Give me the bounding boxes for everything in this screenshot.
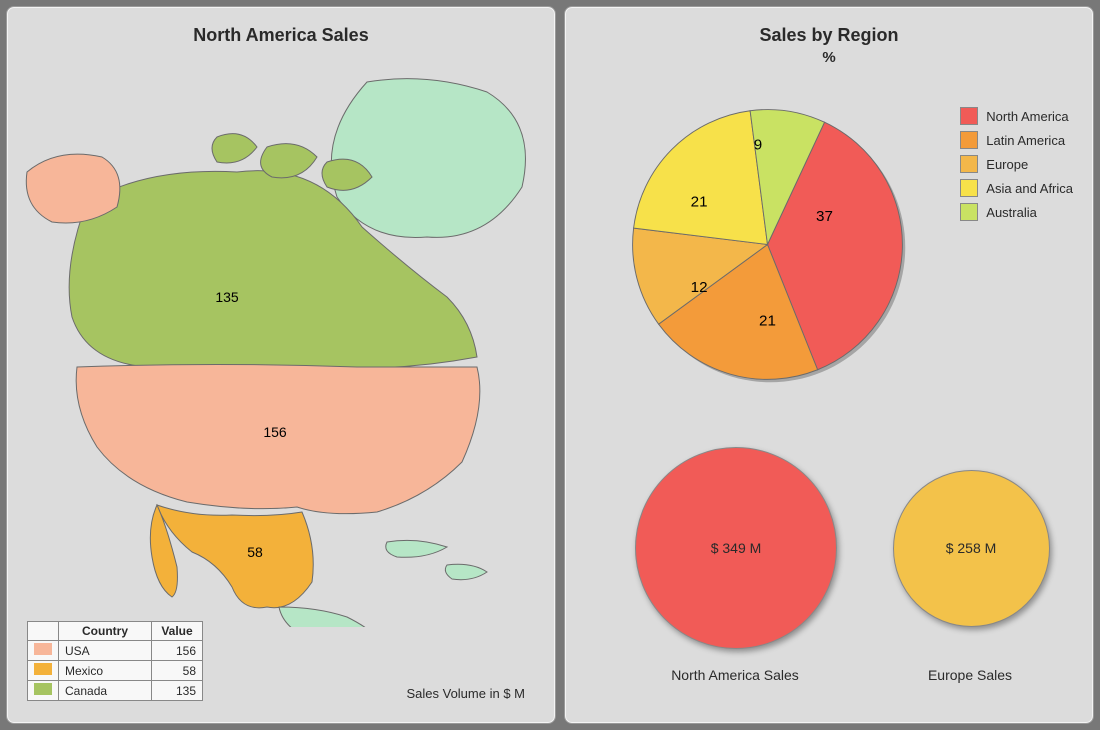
region-panel: Sales by Region % 37 21 12 21 9 North Americ… <box>564 6 1094 724</box>
map-hispaniola <box>445 564 487 579</box>
pie-value-label: 9 <box>754 137 762 154</box>
table-row: Canada135 <box>28 681 203 701</box>
map-alaska <box>26 154 120 223</box>
map-canada-island3 <box>212 134 257 163</box>
table-row: Mexico58 <box>28 661 203 681</box>
pie-value-label: 21 <box>759 312 776 329</box>
pie-chart: 37 21 12 21 9 <box>625 102 910 387</box>
map-greenland <box>331 79 525 238</box>
map-value-label: 58 <box>247 544 263 560</box>
map-central <box>279 607 377 627</box>
region-subtitle: % <box>565 49 1093 66</box>
pie-value-label: 12 <box>691 279 708 296</box>
pie-value-label: 37 <box>816 208 833 225</box>
pie-legend-item: Latin America <box>960 131 1073 149</box>
bubble-label: North America Sales <box>635 667 835 683</box>
pie-legend: North America Latin America Europe Asia and… <box>960 107 1073 227</box>
pie-legend-item: Asia and Africa <box>960 179 1073 197</box>
map-title: North America Sales <box>7 25 555 46</box>
pie-legend-item: North America <box>960 107 1073 125</box>
map-canada-island1 <box>261 144 317 178</box>
map-cuba <box>386 540 447 557</box>
pie-value-label: 21 <box>691 194 708 211</box>
map-panel: North America Sales 156 58 135 Country Val… <box>6 6 556 724</box>
region-title: Sales by Region <box>565 25 1093 46</box>
sales-bubble: $ 258 M <box>893 470 1050 627</box>
sales-bubble: $ 349 M <box>635 447 837 649</box>
map-caption: Sales Volume in $ M <box>406 686 525 701</box>
bubble-area: $ 349 M North America Sales $ 258 M Europe … <box>565 437 1093 697</box>
map-value-label: 156 <box>263 424 287 440</box>
map-mexico <box>157 505 313 608</box>
th-value: Value <box>152 622 203 641</box>
map-legend-table: Country Value USA156Mexico58Canada135 <box>27 621 203 701</box>
pie-slice <box>634 111 768 245</box>
map-value-label: 135 <box>215 289 239 305</box>
map-area: 156 58 135 <box>17 67 545 627</box>
th-country: Country <box>59 622 152 641</box>
bubble-label: Europe Sales <box>870 667 1070 683</box>
table-row: USA156 <box>28 641 203 661</box>
th-swatch <box>28 622 59 641</box>
pie-legend-item: Europe <box>960 155 1073 173</box>
pie-legend-item: Australia <box>960 203 1073 221</box>
